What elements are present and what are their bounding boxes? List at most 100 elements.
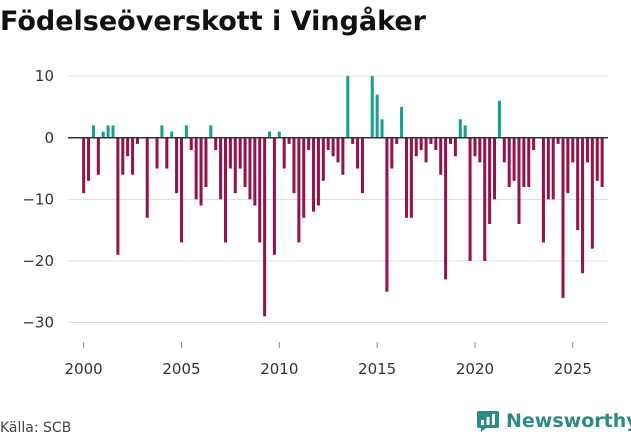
bar <box>194 137 198 200</box>
bar <box>126 137 130 157</box>
bar <box>87 137 91 181</box>
bar <box>576 137 580 231</box>
y-tick-label: 10 <box>35 67 54 85</box>
bar <box>581 137 585 274</box>
bar <box>228 137 232 169</box>
bar <box>82 137 86 194</box>
bar <box>400 106 404 138</box>
x-tick-label: 2020 <box>456 360 494 378</box>
bar <box>409 137 413 218</box>
bar <box>101 131 105 138</box>
bar <box>336 137 340 163</box>
bar <box>155 137 159 169</box>
bar <box>243 137 247 188</box>
gridlines <box>68 75 608 324</box>
bar <box>272 137 276 255</box>
bar <box>326 137 330 151</box>
bar <box>263 137 267 317</box>
bar <box>488 137 492 224</box>
y-tick-label: 0 <box>44 129 54 147</box>
bar <box>268 131 272 138</box>
bar <box>341 137 345 175</box>
bar <box>434 137 438 151</box>
bar <box>546 137 550 200</box>
y-axis-ticks: 10 0 −10 −20 −30 <box>22 67 54 331</box>
bar <box>321 137 325 181</box>
bar <box>145 137 149 218</box>
bar <box>253 137 257 206</box>
bar <box>448 137 453 144</box>
bar <box>175 137 179 194</box>
bar <box>419 137 423 151</box>
bar <box>199 137 203 206</box>
bar <box>444 137 448 280</box>
bar <box>96 137 100 175</box>
bar <box>214 137 218 151</box>
bar <box>204 137 208 188</box>
bar <box>595 137 599 181</box>
bar <box>307 137 311 151</box>
bar <box>248 137 252 200</box>
bar <box>517 137 521 224</box>
bar <box>551 137 555 200</box>
chart-title: Födelseöverskott i Vingåker <box>0 6 426 37</box>
bar <box>316 137 320 206</box>
bar <box>277 131 281 138</box>
x-tick-label: 2010 <box>260 360 298 378</box>
bar <box>468 137 472 261</box>
bar <box>556 137 560 144</box>
bar <box>287 137 291 144</box>
bar <box>238 137 242 169</box>
bar <box>478 137 482 163</box>
bar <box>375 94 379 138</box>
bar <box>532 137 536 151</box>
bar <box>346 76 350 138</box>
bar <box>131 137 135 175</box>
bar <box>91 125 95 138</box>
bar <box>258 137 262 243</box>
bar <box>507 137 511 188</box>
bar <box>585 137 589 163</box>
brand-logo[interactable]: Newsworthy <box>476 409 631 433</box>
bar <box>458 119 462 138</box>
bar <box>302 137 306 218</box>
bar <box>331 137 335 157</box>
bar <box>566 137 570 194</box>
bar <box>184 125 188 138</box>
bar <box>135 137 139 144</box>
bar <box>160 125 164 138</box>
bar <box>493 137 497 200</box>
bar <box>106 125 110 138</box>
bar <box>404 137 408 218</box>
bar <box>179 137 183 243</box>
bar <box>312 137 316 212</box>
bar <box>571 137 575 163</box>
bar <box>527 137 531 188</box>
y-tick-label: −30 <box>22 314 54 332</box>
bar <box>483 137 487 261</box>
bar <box>356 137 360 169</box>
x-tick-label: 2025 <box>554 360 592 378</box>
source-note: Källa: SCB <box>0 420 72 436</box>
bar <box>561 137 565 298</box>
x-tick-label: 2005 <box>162 360 200 378</box>
bar <box>424 137 428 163</box>
bar <box>219 137 223 200</box>
bar <box>380 119 384 138</box>
bar <box>522 137 526 188</box>
y-tick-label: −10 <box>22 190 54 208</box>
bar <box>414 137 418 157</box>
bar <box>209 125 213 138</box>
bar <box>111 125 115 138</box>
bar <box>121 137 125 175</box>
x-tick-label: 2015 <box>358 360 396 378</box>
bar <box>189 137 193 151</box>
bar <box>590 137 594 249</box>
bar <box>360 137 364 194</box>
bar <box>429 137 433 144</box>
bar <box>165 137 169 169</box>
bar <box>370 76 374 138</box>
bar <box>351 137 355 144</box>
bar <box>170 131 174 138</box>
bar <box>502 137 506 163</box>
